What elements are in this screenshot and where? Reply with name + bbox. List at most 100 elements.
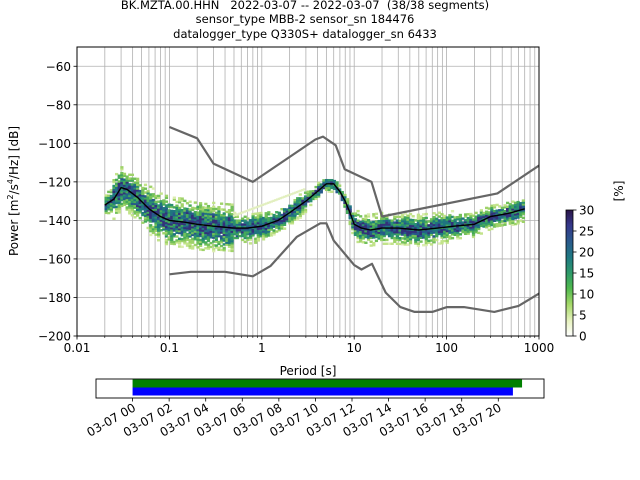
psd-density-cell <box>243 225 247 228</box>
psd-density-cell <box>511 200 515 203</box>
colorbar-tick-label: 0 <box>579 330 587 344</box>
psd-density-cell <box>335 188 339 192</box>
psd-density-cell <box>487 213 491 216</box>
psd-density-cell <box>309 197 313 201</box>
psd-density-cell <box>422 220 426 224</box>
psd-density-cell <box>188 229 192 232</box>
psd-density-cell <box>233 223 237 226</box>
psd-density-cell <box>209 218 213 222</box>
psd-density-cell <box>303 210 308 214</box>
psd-density-cell <box>435 229 439 232</box>
psd-density-cell <box>256 221 260 225</box>
psd-density-cell <box>448 219 452 223</box>
psd-density-cell <box>112 196 116 199</box>
psd-density-cell <box>356 213 360 217</box>
psd-density-cell <box>306 196 310 199</box>
psd-density-cell <box>219 248 224 252</box>
psd-density-cell <box>177 212 182 215</box>
y-tick-label: −140 <box>38 214 71 228</box>
psd-density-cell <box>374 230 379 233</box>
psd-density-cell <box>217 215 221 219</box>
psd-density-cell <box>432 215 436 219</box>
psd-density-cell <box>230 230 234 233</box>
psd-density-cell <box>356 209 360 213</box>
psd-density-cell <box>141 213 145 217</box>
psd-density-cell <box>238 234 242 238</box>
x-axis-label: Period [s] <box>280 364 337 378</box>
psd-density-cell <box>445 220 449 223</box>
psd-density-cell <box>232 214 236 217</box>
psd-density-cell <box>235 236 239 240</box>
psd-density-cell <box>319 185 323 188</box>
psd-density-cell <box>248 234 253 237</box>
psd-density-cell <box>162 201 166 204</box>
psd-density-cell <box>513 215 518 218</box>
psd-density-cell <box>128 183 132 186</box>
psd-density-cell <box>408 226 413 229</box>
psd-density-cell <box>508 204 512 208</box>
psd-density-cell <box>440 242 444 245</box>
psd-density-cell <box>149 210 153 214</box>
psd-density-cell <box>240 217 245 220</box>
psd-density-cell <box>180 203 184 206</box>
psd-density-cell <box>170 240 174 243</box>
psd-density-cell <box>351 224 355 227</box>
psd-density-cell <box>401 225 405 229</box>
psd-density-cell <box>503 209 507 213</box>
low-noise-model-curve <box>169 222 539 313</box>
psd-density-cell <box>422 217 426 220</box>
psd-density-cell <box>209 216 213 220</box>
psd-density-cell <box>327 178 331 182</box>
psd-density-cell <box>280 225 284 228</box>
psd-density-cell <box>387 232 392 236</box>
psd-density-cell <box>117 176 121 179</box>
psd-density-cell <box>206 214 211 218</box>
psd-density-cell <box>269 220 274 224</box>
psd-density-cell <box>227 234 232 237</box>
psd-density-cell <box>185 211 190 215</box>
psd-density-cell <box>141 192 145 196</box>
psd-density-cell <box>469 230 473 233</box>
psd-density-cell <box>164 235 169 238</box>
psd-density-cell <box>128 179 132 182</box>
psd-density-cell <box>498 216 502 220</box>
psd-density-cell <box>183 213 187 216</box>
psd-density-cell <box>170 234 174 238</box>
colorbar-tick-label: 5 <box>579 309 587 323</box>
psd-density-cell <box>212 220 216 224</box>
psd-density-cell <box>243 219 247 222</box>
psd-density-cell <box>361 237 365 240</box>
psd-density-cell <box>503 213 507 217</box>
psd-density-cell <box>272 213 276 217</box>
psd-density-cell <box>319 191 323 194</box>
psd-density-cell <box>141 204 145 207</box>
psd-density-cell <box>109 200 113 203</box>
psd-density-cell <box>212 205 216 209</box>
psd-density-cell <box>170 232 174 236</box>
psd-density-cell <box>154 218 158 221</box>
psd-density-cell <box>136 210 140 213</box>
psd-density-cell <box>314 193 318 197</box>
psd-density-cell <box>156 233 161 236</box>
psd-density-cell <box>143 210 148 214</box>
psd-density-cell <box>458 233 463 236</box>
psd-density-cell <box>133 204 137 207</box>
psd-density-cell <box>219 214 224 217</box>
psd-density-cell <box>115 199 119 203</box>
psd-density-cell <box>398 233 402 236</box>
psd-density-cell <box>471 229 476 233</box>
psd-density-cell <box>159 200 163 203</box>
psd-density-cell <box>372 213 376 216</box>
psd-density-cell <box>225 231 229 235</box>
psd-density-cell <box>353 214 358 217</box>
psd-density-cell <box>167 215 171 218</box>
psd-density-cell <box>500 212 504 215</box>
psd-density-cell <box>277 215 281 218</box>
psd-density-cell <box>164 206 169 209</box>
psd-density-cell <box>191 224 195 227</box>
psd-density-cell <box>167 213 171 216</box>
psd-density-cell <box>201 206 205 209</box>
psd-density-cell <box>261 220 266 224</box>
psd-density-cell <box>238 230 242 234</box>
psd-density-cell <box>419 232 423 236</box>
